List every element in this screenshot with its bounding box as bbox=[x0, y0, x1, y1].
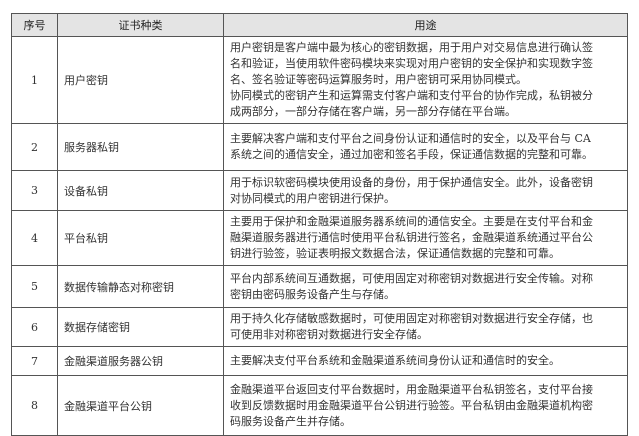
use-line: 主要解决支付平台系统和金融渠道系统间身份认证和通信时的安全。 bbox=[230, 354, 560, 367]
certificate-type: 服务器私钥 bbox=[57, 123, 224, 171]
row-number: 1 bbox=[11, 36, 58, 124]
table-header-row: 序号 证书种类 用途 bbox=[11, 13, 628, 37]
certificate-use: 用于持久化存储敏感数据时，可使用固定对称密钥对数据进行安全存储，也 可使用非对称密… bbox=[223, 307, 628, 347]
use-line: 名、签名验证等密码运算服务时，用户密钥可采用协同模式。 bbox=[230, 73, 527, 86]
use-line: 系统之间的通信安全，通过加密和签名手段，保证通信数据的完整和可靠。 bbox=[230, 148, 593, 161]
row-number: 4 bbox=[11, 210, 58, 266]
certificate-type: 数据传输静态对称密钥 bbox=[57, 265, 224, 308]
use-line: 密钥由密码服务设备产生与存储。 bbox=[230, 287, 395, 301]
use-line: 用于标识软密码模块使用设备的身份，用于保护通信安全。此外，设备密钥 bbox=[230, 175, 593, 189]
use-line: 融渠道服务器进行通信时使用平台私钥进行签名，金融渠道系统通过平台公 bbox=[230, 231, 593, 244]
header-use: 用途 bbox=[223, 13, 628, 37]
certificate-use: 主要解决支付平台系统和金融渠道系统间身份认证和通信时的安全。 bbox=[223, 346, 628, 376]
header-type: 证书种类 bbox=[57, 13, 224, 37]
certificate-use: 金融渠道平台返回支付平台数据时，用金融渠道平台私钥签名，支付平台接 收到反馈数据时… bbox=[223, 375, 628, 436]
certificate-use: 平台内部系统间互通数据，可使用固定对称密钥对数据进行安全传输。对称 密钥由密码服务… bbox=[223, 265, 628, 308]
use-line: 码服务设备产生并存储。 bbox=[230, 414, 351, 428]
table-row: 2 服务器私钥 主要解决客户端和支付平台之间身份认证和通信时的安全，以及平台与 CA… bbox=[11, 123, 628, 171]
use-line: 名和验证，当使用软件密码模块来实现对用户密钥的安全保护和实现数字签 bbox=[230, 57, 593, 70]
certificate-table: 序号 证书种类 用途 1 用户密钥 用户密钥是客户端中最为核心的密钥数据，用于用户对… bbox=[11, 13, 628, 436]
row-number: 6 bbox=[11, 307, 58, 347]
use-line: 用于持久化存储敏感数据时，可使用固定对称密钥对数据进行安全存储，也 bbox=[230, 312, 593, 325]
table-row: 3 设备私钥 用于标识软密码模块使用设备的身份，用于保护通信安全。此外，设备密钥 对协… bbox=[11, 170, 628, 211]
table-row: 4 平台私钥 主要用于保护和金融渠道服务器系统间的通信安全。主要是在支付平台和金 融渠… bbox=[11, 210, 628, 266]
use-line: 对协同模式的用户密钥进行保护。 bbox=[230, 191, 395, 205]
row-number: 2 bbox=[11, 123, 58, 171]
table-row: 1 用户密钥 用户密钥是客户端中最为核心的密钥数据，用于用户对交易信息进行确认签 名和… bbox=[11, 36, 628, 124]
certificate-type: 金融渠道平台公钥 bbox=[57, 375, 224, 436]
certificate-use: 主要解决客户端和支付平台之间身份认证和通信时的安全，以及平台与 CA 系统之间的通… bbox=[223, 123, 628, 171]
use-line: 可使用非对称密钥对数据进行安全存储。 bbox=[230, 328, 428, 341]
table-row: 6 数据存储密钥 用于持久化存储敏感数据时，可使用固定对称密钥对数据进行安全存储，也… bbox=[11, 307, 628, 347]
row-number: 5 bbox=[11, 265, 58, 308]
certificate-type: 金融渠道服务器公钥 bbox=[57, 346, 224, 376]
certificate-use: 用于标识软密码模块使用设备的身份，用于保护通信安全。此外，设备密钥 对协同模式的用… bbox=[223, 170, 628, 211]
row-number: 8 bbox=[11, 375, 58, 436]
certificate-type: 数据存储密钥 bbox=[57, 307, 224, 347]
certificate-type: 用户密钥 bbox=[57, 36, 224, 124]
use-line: 成两部分，一部分存储在客户端，另一部分存储在平台端。 bbox=[230, 105, 516, 118]
use-line: 协同模式的密钥产生和运算需支付客户端和支付平台的协作完成，私钥被分 bbox=[230, 89, 593, 102]
table-row: 8 金融渠道平台公钥 金融渠道平台返回支付平台数据时，用金融渠道平台私钥签名，支付平… bbox=[11, 375, 628, 436]
use-line: 主要用于保护和金融渠道服务器系统间的通信安全。主要是在支付平台和金 bbox=[230, 215, 593, 228]
use-line: 用户密钥是客户端中最为核心的密钥数据，用于用户对交易信息进行确认签 bbox=[230, 41, 593, 54]
header-no: 序号 bbox=[11, 13, 58, 37]
use-line: 金融渠道平台返回支付平台数据时，用金融渠道平台私钥签名，支付平台接 bbox=[230, 382, 593, 396]
certificate-use: 主要用于保护和金融渠道服务器系统间的通信安全。主要是在支付平台和金 融渠道服务器进… bbox=[223, 210, 628, 266]
use-line: 平台内部系统间互通数据，可使用固定对称密钥对数据进行安全传输。对称 bbox=[230, 271, 593, 285]
table-row: 5 数据传输静态对称密钥 平台内部系统间互通数据，可使用固定对称密钥对数据进行安全传… bbox=[11, 265, 628, 308]
row-number: 3 bbox=[11, 170, 58, 211]
table-row: 7 金融渠道服务器公钥 主要解决支付平台系统和金融渠道系统间身份认证和通信时的安全。 bbox=[11, 346, 628, 376]
row-number: 7 bbox=[11, 346, 58, 376]
use-line: 主要解决客户端和支付平台之间身份认证和通信时的安全，以及平台与 CA bbox=[230, 132, 591, 145]
certificate-type: 平台私钥 bbox=[57, 210, 224, 266]
certificate-use: 用户密钥是客户端中最为核心的密钥数据，用于用户对交易信息进行确认签 名和验证，当使… bbox=[223, 36, 628, 124]
use-line: 收到反馈数据时用金融渠道平台公钥进行验签。平台私钥由金融渠道机构密 bbox=[230, 398, 593, 412]
certificate-type: 设备私钥 bbox=[57, 170, 224, 211]
use-line: 钥进行验签，验证表明报文数据合法，保证通信数据的完整和可靠。 bbox=[230, 247, 560, 260]
